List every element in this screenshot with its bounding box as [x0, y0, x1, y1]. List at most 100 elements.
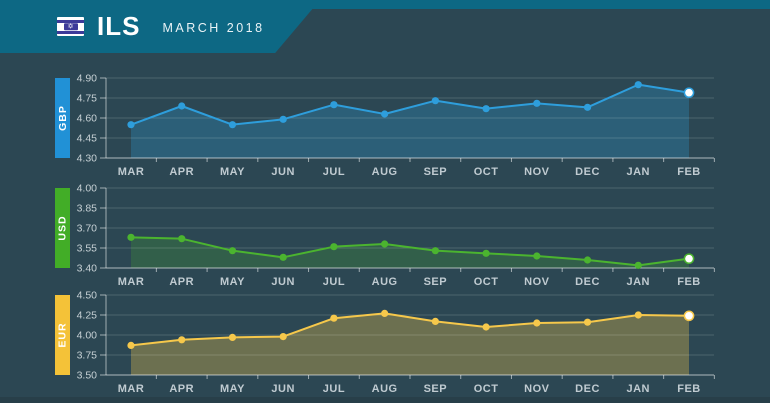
- gbp-data-point-dec: [583, 103, 592, 111]
- usd-data-point-nov: [533, 252, 541, 260]
- currency-bar-eur: EUR: [55, 295, 70, 375]
- gbp-month-label-oct: OCT: [474, 166, 499, 178]
- usd-data-point-jun: [279, 253, 287, 261]
- eur-y-tick-label: 3.50: [77, 370, 98, 382]
- usd-month-label-feb: FEB: [677, 276, 701, 288]
- gbp-data-point-sep: [431, 97, 439, 105]
- eur-month-label-mar: MAR: [118, 383, 145, 395]
- flag-top-stripe: [57, 19, 84, 23]
- usd-y-tick-label: 3.55: [77, 243, 98, 255]
- usd-month-label-jul: JUL: [323, 276, 345, 288]
- eur-month-label-nov: NOV: [524, 383, 550, 395]
- eur-y-tick-label: 4.50: [77, 290, 98, 302]
- eur-month-label-aug: AUG: [372, 383, 398, 395]
- eur-data-point-feb-current: [683, 310, 695, 322]
- eur-data-point-jul: [330, 314, 338, 322]
- usd-y-tick-label: 3.85: [77, 203, 98, 215]
- star-glyph: ✡: [67, 23, 74, 30]
- eur-data-point-jun: [279, 333, 287, 341]
- eur-y-tick-label: 4.25: [77, 310, 98, 322]
- eur-month-label-jun: JUN: [271, 383, 295, 395]
- eur-chart: 4.50 4.25 4.00 3.75 3.50 MAR APR MAY JUN JUL AUG SE…: [77, 290, 715, 395]
- currency-title: ILS: [97, 11, 141, 41]
- usd-data-point-aug: [381, 240, 389, 248]
- eur-month-label-feb: FEB: [677, 383, 701, 395]
- gbp-data-point-jun: [279, 115, 287, 123]
- gbp-y-tick-label: 4.60: [77, 113, 98, 125]
- usd-month-label-mar: MAR: [118, 276, 145, 288]
- gbp-data-point-aug: [381, 110, 389, 118]
- gbp-month-label-apr: APR: [169, 166, 194, 178]
- gbp-month-label-dec: DEC: [575, 166, 600, 178]
- usd-data-point-may: [228, 247, 237, 255]
- gbp-data-point-jan: [634, 81, 642, 89]
- usd-month-label-apr: APR: [169, 276, 194, 288]
- eur-data-point-dec: [583, 318, 592, 326]
- usd-data-point-jan: [634, 261, 642, 269]
- eur-y-tick-label: 4.00: [77, 330, 98, 342]
- gbp-area-fill: [131, 84, 689, 158]
- eur-month-label-apr: APR: [169, 383, 194, 395]
- gbp-month-label-nov: NOV: [524, 166, 550, 178]
- usd-area-fill: [131, 237, 689, 268]
- eur-data-point-sep: [431, 317, 439, 325]
- eur-month-label-jan: JAN: [627, 383, 651, 395]
- gbp-data-point-feb-current: [683, 87, 695, 99]
- eur-month-label-oct: OCT: [474, 383, 499, 395]
- usd-month-label-jun: JUN: [271, 276, 295, 288]
- gbp-data-point-nov: [533, 99, 541, 107]
- eur-data-point-aug: [381, 309, 389, 317]
- usd-month-label-may: MAY: [220, 276, 245, 288]
- eur-y-tick-label: 3.75: [77, 350, 98, 362]
- eur-data-point-mar: [127, 341, 135, 349]
- usd-month-label-sep: SEP: [424, 276, 448, 288]
- usd-data-point-oct: [482, 249, 490, 257]
- gbp-month-label-jan: JAN: [627, 166, 651, 178]
- gbp-month-label-jun: JUN: [271, 166, 295, 178]
- eur-trend-line: [130, 312, 690, 347]
- period-label: MARCH 2018: [162, 21, 265, 35]
- usd-month-label-dec: DEC: [575, 276, 600, 288]
- gbp-trend-line: [130, 83, 690, 126]
- usd-y-tick-label: 4.00: [77, 183, 98, 195]
- eur-month-label-jul: JUL: [323, 383, 345, 395]
- usd-data-point-jul: [330, 243, 338, 251]
- eur-data-point-oct: [482, 323, 490, 331]
- gbp-month-label-jul: JUL: [323, 166, 345, 178]
- usd-data-point-apr: [178, 235, 186, 243]
- usd-month-label-oct: OCT: [474, 276, 499, 288]
- currency-bar-gbp: GBP: [55, 78, 70, 158]
- eur-month-label-sep: SEP: [424, 383, 448, 395]
- currency-bar-usd: USD: [55, 188, 70, 268]
- eur-month-label-dec: DEC: [575, 383, 600, 395]
- usd-chart: 4.00 3.85 3.70 3.55 3.40 MAR APR MAY JUN JUL AUG SE…: [77, 183, 715, 288]
- usd-trend-line: [130, 236, 690, 267]
- gbp-data-point-oct: [482, 105, 490, 113]
- footer-strip: [0, 397, 770, 403]
- eur-data-point-nov: [533, 319, 541, 327]
- eur-data-point-apr: [178, 336, 186, 344]
- eur-area-fill: [131, 313, 689, 375]
- usd-data-point-feb-current: [683, 253, 695, 265]
- usd-month-label-nov: NOV: [524, 276, 550, 288]
- usd-data-point-mar: [127, 233, 135, 241]
- usd-y-tick-label: 3.70: [77, 223, 98, 235]
- gbp-y-tick-label: 4.30: [77, 153, 98, 165]
- gbp-data-point-apr: [178, 102, 186, 110]
- eur-data-point-jan: [634, 311, 642, 319]
- gbp-chart: 4.90 4.75 4.60 4.45 4.30 MAR APR MAY JUN JUL AUG SE…: [77, 73, 715, 178]
- flag-bottom-stripe: [57, 30, 84, 34]
- usd-month-label-aug: AUG: [372, 276, 398, 288]
- usd-month-label-jan: JAN: [627, 276, 651, 288]
- header-top-strip: [0, 0, 770, 9]
- usd-y-tick-label: 3.40: [77, 263, 98, 275]
- usd-data-point-dec: [583, 256, 592, 264]
- eur-month-label-may: MAY: [220, 383, 245, 395]
- header-banner: ✡ ILS MARCH 2018: [0, 0, 320, 53]
- gbp-month-label-sep: SEP: [424, 166, 448, 178]
- gbp-data-point-mar: [127, 121, 135, 129]
- gbp-month-label-mar: MAR: [118, 166, 145, 178]
- gbp-y-tick-label: 4.90: [77, 73, 98, 85]
